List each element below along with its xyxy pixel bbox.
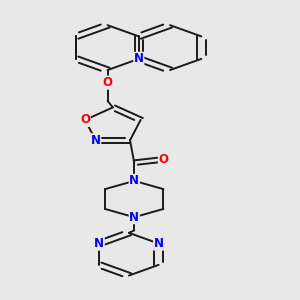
Text: O: O [103, 76, 112, 89]
Text: N: N [129, 174, 139, 188]
Text: N: N [94, 237, 104, 250]
Text: N: N [129, 211, 139, 224]
Text: O: O [158, 153, 168, 166]
Text: N: N [91, 134, 101, 147]
Text: O: O [80, 113, 90, 126]
Text: N: N [134, 52, 144, 65]
Text: N: N [154, 237, 164, 250]
